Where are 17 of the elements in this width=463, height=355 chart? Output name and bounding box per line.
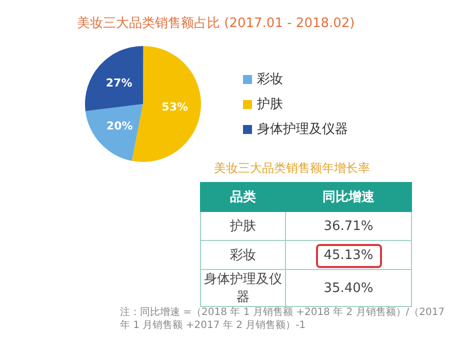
legend-label: 彩妆 — [257, 72, 283, 87]
category-label: 护肤 — [200, 212, 286, 240]
text: 同比增速 — [286, 182, 412, 212]
data-label: 27% — [106, 76, 132, 90]
text: 美妆三大品类销售额年增长率 — [214, 160, 370, 177]
text: 品类 — [200, 182, 286, 212]
data-label: 53% — [162, 100, 188, 114]
chart-title: 美妆三大品类销售额占比 (2017.01 - 2018.02) — [77, 15, 355, 31]
category-label: 身体护理及仪器 — [200, 270, 286, 306]
legend-label: 身体护理及仪器 — [257, 122, 348, 137]
data-label: 20% — [106, 119, 133, 132]
text: 36.71% — [324, 218, 374, 234]
text: 45.13% — [324, 248, 374, 262]
text: 注：同比增速 =（2018 年 1 月销售额 +2018 年 2 月销售额）/（2017 年 1 月销售额 +2017 年 2 月销售额）-1 — [120, 306, 446, 332]
category-label: 彩妆 — [200, 240, 286, 270]
legend-label: 护肤 — [256, 97, 283, 112]
text: 35.40% — [324, 280, 374, 296]
